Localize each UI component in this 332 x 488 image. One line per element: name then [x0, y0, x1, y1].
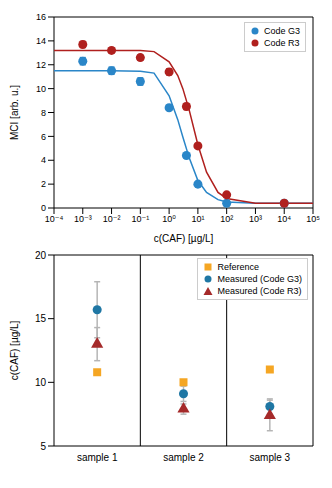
svg-text:c(CAF) [µg/L]: c(CAF) [µg/L]: [9, 320, 20, 380]
svg-text:0: 0: [41, 203, 46, 213]
svg-text:10⁻¹: 10⁻¹: [131, 214, 149, 224]
svg-text:10¹: 10¹: [191, 214, 204, 224]
svg-text:sample 2: sample 2: [163, 452, 204, 463]
svg-text:20: 20: [35, 250, 47, 261]
svg-text:10⁻²: 10⁻²: [103, 214, 121, 224]
html-text:Measured (Code G3): Measured (Code G3): [217, 274, 302, 284]
svg-text:8: 8: [41, 108, 46, 118]
svg-text:10²: 10²: [220, 214, 233, 224]
svg-text:MCI [arb. u.]: MCI [arb. u.]: [9, 85, 20, 140]
svg-text:10: 10: [36, 84, 46, 94]
svg-text:10⁵: 10⁵: [306, 214, 320, 224]
html-text:Measured (Code R3): Measured (Code R3): [217, 286, 302, 296]
svg-text:10: 10: [35, 377, 47, 388]
html-text:Code G3: Code G3: [264, 26, 300, 36]
svg-text:5: 5: [40, 441, 46, 452]
svg-text:sample 1: sample 1: [77, 452, 118, 463]
svg-text:c(CAF) [µg/L]: c(CAF) [µg/L]: [154, 233, 214, 244]
svg-text:10⁻³: 10⁻³: [74, 214, 92, 224]
svg-text:12: 12: [36, 60, 46, 70]
svg-text:15: 15: [35, 313, 47, 324]
svg-text:10⁻⁴: 10⁻⁴: [45, 214, 64, 224]
html-text:Code R3: Code R3: [264, 38, 300, 48]
svg-text:sample 3: sample 3: [250, 452, 291, 463]
svg-text:6: 6: [41, 132, 46, 142]
svg-text:10³: 10³: [249, 214, 262, 224]
svg-text:10⁰: 10⁰: [162, 214, 176, 224]
svg-text:10⁴: 10⁴: [277, 214, 291, 224]
html-text:Reference: Reference: [217, 262, 259, 272]
svg-text:14: 14: [36, 36, 46, 46]
svg-text:16: 16: [36, 12, 46, 22]
svg-text:4: 4: [41, 155, 46, 165]
svg-text:2: 2: [41, 179, 46, 189]
